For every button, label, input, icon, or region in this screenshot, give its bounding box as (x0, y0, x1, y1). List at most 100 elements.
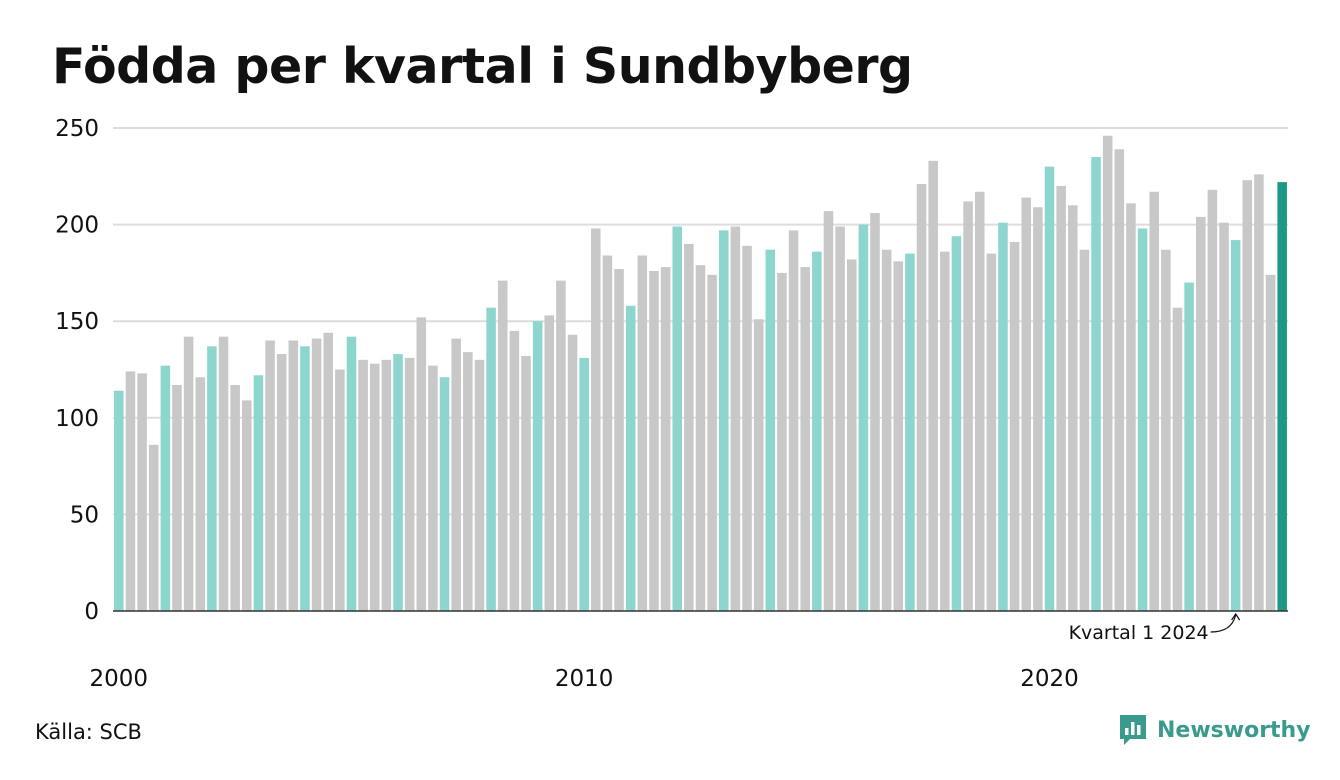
bar (846, 259, 857, 611)
bar (1149, 191, 1159, 611)
bar (556, 280, 566, 611)
bar (276, 354, 287, 611)
bar (788, 230, 799, 611)
bar (137, 373, 147, 611)
bar (835, 226, 845, 611)
chart-title: Födda per kvartal i Sundbyberg (52, 38, 913, 95)
bar (1009, 241, 1020, 612)
bar (730, 226, 741, 611)
bar (742, 245, 752, 611)
bar (602, 255, 613, 611)
bar (1277, 182, 1287, 611)
bar (1195, 216, 1206, 611)
bar (998, 222, 1008, 612)
source-label: Källa: SCB (35, 720, 142, 744)
bar (369, 363, 380, 611)
bar (439, 377, 450, 611)
bar (695, 265, 706, 611)
bar (940, 251, 950, 611)
y-tick-label: 200 (55, 213, 99, 239)
bar (893, 261, 904, 611)
y-axis-labels: 0 50 100 150 200 250 (55, 116, 99, 625)
bar (765, 249, 776, 611)
bar (625, 305, 636, 611)
bar (928, 160, 938, 611)
bar (1114, 149, 1125, 611)
bar (986, 253, 997, 611)
bar (323, 332, 333, 611)
bar (509, 330, 520, 611)
bar (1033, 207, 1043, 611)
bars (114, 135, 1287, 612)
bar (579, 357, 589, 611)
bar (1265, 274, 1276, 611)
bar (497, 280, 508, 611)
bar (253, 375, 264, 611)
bar (1102, 135, 1113, 612)
bar (242, 400, 252, 611)
bar (404, 357, 415, 611)
bar (1161, 249, 1171, 611)
bar (1091, 156, 1101, 612)
bar (393, 354, 403, 611)
bar (1021, 197, 1032, 612)
bar (649, 270, 659, 611)
bar (1056, 185, 1066, 611)
bar (544, 315, 555, 611)
bar (1044, 166, 1055, 611)
bar (160, 365, 171, 611)
annotation-arrow (1210, 614, 1237, 633)
bar (1230, 240, 1241, 611)
bar (148, 444, 159, 611)
bar (974, 191, 985, 611)
bar (660, 267, 671, 611)
bar (172, 384, 182, 611)
bar (521, 355, 531, 611)
bar (486, 307, 496, 611)
bar (800, 267, 810, 611)
bar (428, 365, 438, 611)
bar (451, 338, 461, 611)
bar (1219, 222, 1229, 612)
bar (300, 346, 310, 611)
bar (288, 340, 299, 611)
bar (707, 274, 717, 611)
y-tick-label: 250 (55, 116, 99, 142)
bar (881, 249, 892, 611)
x-tick-label: 2010 (555, 666, 614, 692)
bar (230, 384, 240, 611)
bar (1079, 249, 1090, 611)
bar (1126, 203, 1136, 611)
x-tick-label: 2020 (1020, 666, 1079, 692)
bar (719, 230, 729, 611)
bar (114, 390, 124, 611)
bar (1242, 180, 1253, 611)
bar (672, 226, 682, 611)
y-tick-label: 50 (70, 502, 99, 528)
annotation: Kvartal 1 2024 (1069, 612, 1241, 644)
brand-logo: Newsworthy (1118, 713, 1311, 747)
bar (637, 255, 648, 611)
bar (777, 272, 787, 611)
bar (463, 352, 473, 611)
annotation-label: Kvartal 1 2024 (1069, 622, 1209, 644)
bar (1207, 189, 1218, 611)
brand-name: Newsworthy (1157, 717, 1311, 743)
bar (916, 184, 927, 611)
bar (1172, 307, 1183, 611)
annotation-arrowhead (1231, 612, 1241, 621)
bar (753, 319, 764, 611)
bar (905, 253, 915, 611)
bar (335, 369, 345, 611)
bar (591, 228, 601, 611)
x-tick-label: 2000 (90, 666, 149, 692)
bar (195, 377, 206, 611)
bar (532, 321, 543, 611)
bar (1137, 228, 1148, 611)
bar (614, 269, 624, 611)
bar (381, 359, 392, 611)
bar (474, 359, 485, 611)
newsworthy-logo-icon (1120, 715, 1146, 745)
y-tick-label: 0 (84, 599, 99, 625)
